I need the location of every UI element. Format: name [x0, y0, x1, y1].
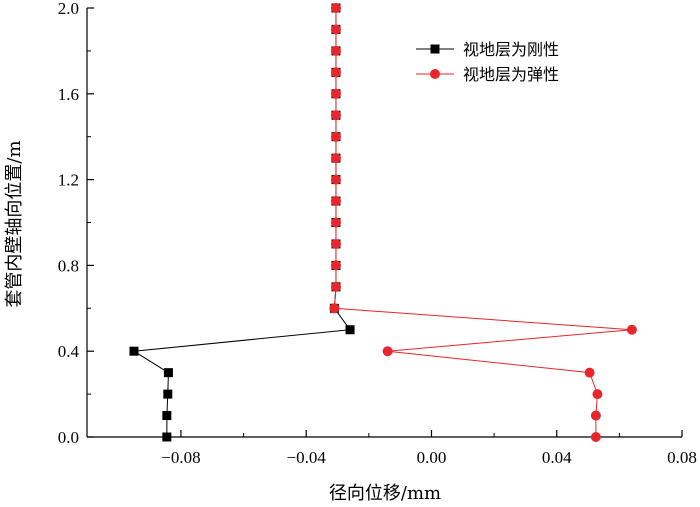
series-1-point-13 — [330, 153, 341, 164]
series-1-point-3 — [584, 367, 595, 378]
series-0-point-1 — [162, 411, 172, 421]
series-0-point-2 — [163, 389, 173, 399]
series-1 — [329, 3, 637, 442]
series-1-point-1 — [590, 410, 601, 421]
legend-label-1: 视地层为弹性 — [463, 65, 559, 84]
legend-entry-0: 视地层为刚性 — [416, 40, 559, 59]
series-0-point-0 — [162, 432, 172, 442]
x-tick-label-1: −0.04 — [287, 448, 327, 467]
series-1-point-15 — [330, 110, 341, 121]
legend-label-0: 视地层为刚性 — [463, 40, 559, 59]
legend-marker-0 — [430, 44, 440, 54]
y-tick-label-5: 2.0 — [58, 0, 79, 18]
series-1-point-8 — [330, 260, 341, 271]
series-1-point-10 — [330, 217, 341, 228]
series-1-point-0 — [590, 432, 601, 442]
y-tick-label-4: 1.6 — [58, 85, 79, 104]
series-0-point-5 — [345, 325, 355, 335]
y-tick-label-1: 0.4 — [58, 342, 80, 361]
series-1-point-4 — [382, 346, 393, 357]
series-1-point-2 — [592, 389, 603, 400]
legend-entry-1: 视地层为弹性 — [416, 65, 559, 84]
series-1-point-17 — [330, 67, 341, 78]
series-1-point-12 — [330, 174, 341, 185]
series-1-point-6 — [329, 303, 340, 314]
x-tick-label-3: 0.04 — [542, 448, 572, 467]
legend-marker-1 — [430, 69, 440, 79]
series-1-point-16 — [330, 88, 341, 99]
series-0-point-4 — [129, 346, 139, 356]
series-1-point-14 — [330, 131, 341, 142]
series-1-point-20 — [330, 3, 341, 13]
series-1-point-11 — [330, 196, 341, 207]
series-1-point-7 — [330, 281, 341, 292]
y-axis-title: 套管内壁轴向位置/m — [4, 140, 25, 307]
x-axis-title: 径向位移/mm — [329, 483, 441, 504]
series-1-point-18 — [330, 45, 341, 56]
series-0 — [129, 3, 355, 442]
y-tick-label-3: 1.2 — [58, 171, 79, 190]
y-tick-label-2: 0.8 — [58, 256, 79, 275]
series-0-point-3 — [163, 368, 173, 378]
x-tick-label-4: 0.08 — [667, 448, 697, 467]
x-tick-label-0: −0.08 — [161, 448, 200, 467]
series-layer — [129, 3, 637, 442]
y-tick-label-0: 0.0 — [58, 428, 79, 447]
axes: −0.08 −0.04 0.00 0.04 0.08 0.0 0.4 0.8 1.2 1.6 2.0 — [58, 0, 697, 467]
series-1-point-5 — [626, 324, 637, 335]
x-tick-label-2: 0.00 — [417, 448, 447, 467]
series-1-point-9 — [330, 238, 341, 249]
series-1-point-19 — [330, 24, 341, 35]
